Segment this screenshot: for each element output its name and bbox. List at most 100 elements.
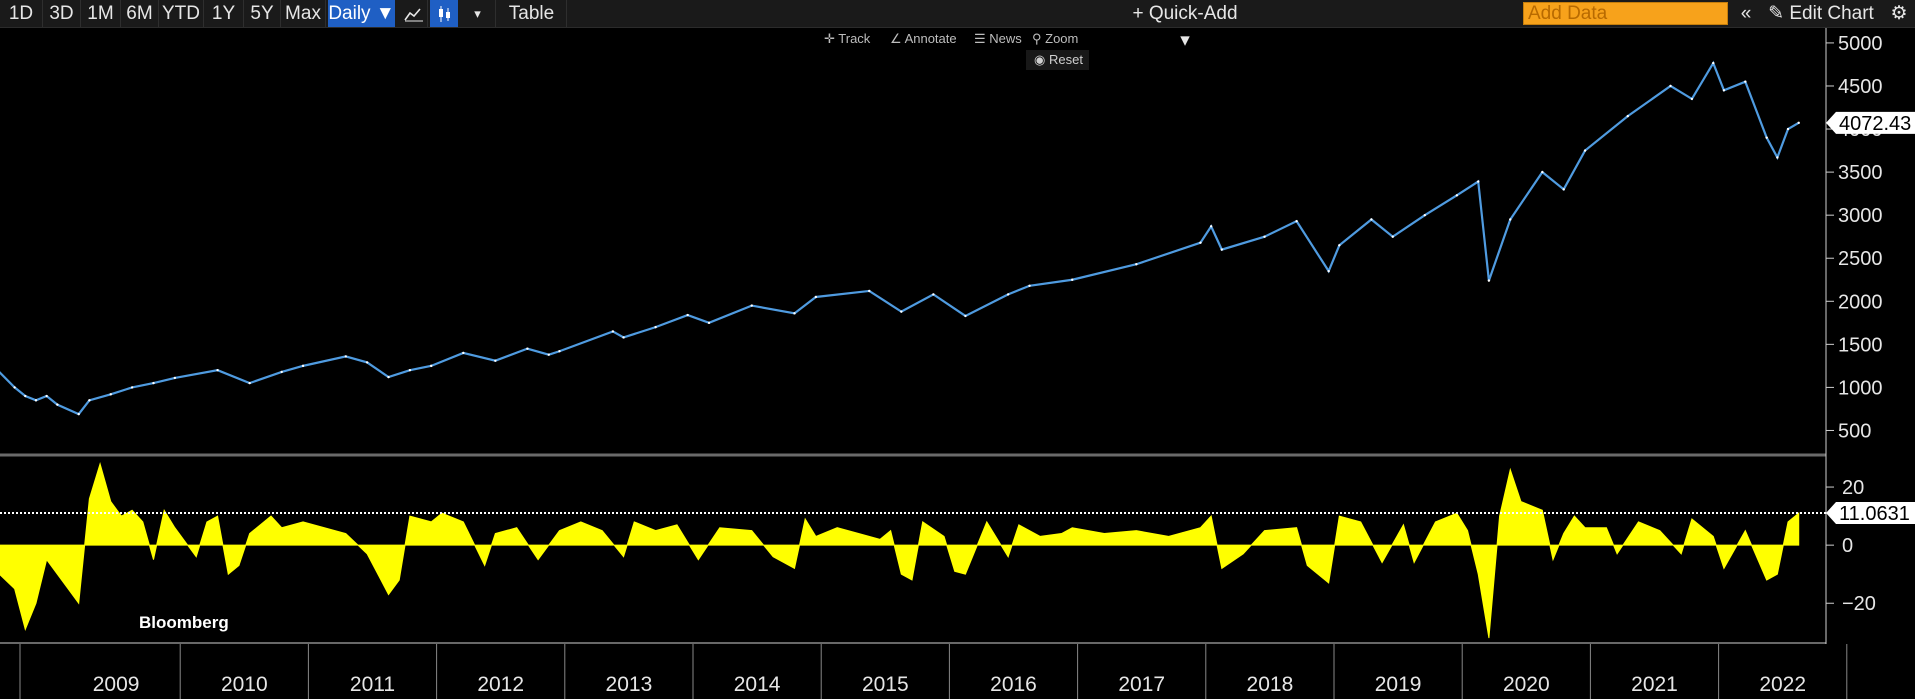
- add-data-input[interactable]: Add Data: [1523, 2, 1728, 25]
- price-point: [45, 394, 48, 398]
- price-point: [526, 347, 529, 350]
- indicator-last-badge: [1826, 502, 1915, 525]
- range-max-button[interactable]: Max: [281, 0, 326, 27]
- price-point: [109, 393, 112, 396]
- range-5y-button[interactable]: 5Y: [244, 0, 281, 27]
- range-6m-button[interactable]: 6M: [121, 0, 159, 27]
- price-point: [1199, 241, 1202, 244]
- reset-label: Reset: [1048, 52, 1083, 67]
- price-point: [344, 355, 347, 358]
- price-point: [1562, 188, 1565, 191]
- price-last-badge: [1826, 111, 1915, 134]
- price-point: [900, 310, 903, 313]
- price-series: [0, 60, 1800, 416]
- price-point: [13, 386, 16, 389]
- price-point: [24, 394, 27, 398]
- frequency-dropdown[interactable]: Daily ▼: [328, 0, 395, 27]
- price-point: [365, 361, 369, 364]
- x-tick-label: 2018: [1247, 673, 1294, 696]
- edit-chart-button[interactable]: ✎ Edit Chart: [1768, 3, 1874, 24]
- price-point: [1583, 149, 1587, 152]
- y-tick-label: 1000: [1838, 377, 1883, 399]
- annotate-tool[interactable]: ∠ Annotate: [890, 28, 957, 49]
- reset-button[interactable]: ◉ Reset: [1026, 50, 1089, 70]
- price-point: [707, 321, 711, 325]
- y-tick-label: 3000: [1838, 205, 1883, 227]
- price-point: [1487, 279, 1491, 282]
- collapse-icon[interactable]: «: [1740, 3, 1752, 24]
- price-point: [77, 412, 80, 416]
- y-tick-label: 4500: [1838, 76, 1883, 98]
- range-1d-button[interactable]: 1D: [0, 0, 43, 27]
- x-tick-label: 2009: [93, 673, 140, 696]
- y-tick-label: 2500: [1838, 248, 1883, 270]
- price-point: [1028, 284, 1031, 287]
- track-tool[interactable]: ✛ Track: [824, 28, 870, 49]
- price-point: [462, 351, 465, 355]
- indicator-y-tick-label: 20: [1842, 477, 1864, 499]
- price-point: [1370, 218, 1373, 221]
- price-point: [1541, 170, 1544, 174]
- price-point: [494, 359, 497, 362]
- chart-frame: [0, 28, 1827, 644]
- price-point: [280, 370, 283, 374]
- price-point: [1006, 293, 1010, 296]
- price-point: [964, 314, 967, 318]
- magnifier-icon: ⚲: [1032, 31, 1046, 46]
- zoom-label: Zoom: [1045, 31, 1079, 46]
- indicator-last-value: 11.0631: [1839, 503, 1910, 525]
- price-point: [1295, 219, 1298, 223]
- x-tick-label: 2016: [990, 673, 1037, 696]
- price-point: [1669, 84, 1672, 88]
- news-icon: ☰: [974, 31, 990, 46]
- line-chart-icon[interactable]: [400, 0, 428, 27]
- price-point: [1690, 97, 1694, 101]
- price-point: [1712, 61, 1715, 65]
- x-tick-label: 2015: [862, 673, 909, 696]
- price-point: [1765, 136, 1768, 139]
- x-tick-label: 2019: [1375, 673, 1422, 696]
- price-point: [430, 364, 433, 368]
- indicator-series: [0, 462, 1826, 639]
- price-point: [654, 325, 657, 329]
- x-tick-label: 2013: [606, 673, 653, 696]
- y-tick-label: 5000: [1838, 33, 1883, 55]
- crosshair-icon: ✛: [824, 31, 839, 46]
- price-point: [814, 295, 818, 299]
- price-point: [1327, 269, 1330, 273]
- range-ytd-button[interactable]: YTD: [159, 0, 204, 27]
- table-button[interactable]: Table: [497, 0, 567, 27]
- price-point: [56, 403, 59, 406]
- range-1y-button[interactable]: 1Y: [204, 0, 244, 27]
- price-point: [1220, 248, 1224, 251]
- y-tick-label: 1500: [1838, 334, 1883, 356]
- price-point: [1626, 114, 1629, 118]
- price-point: [387, 375, 390, 379]
- y-tick-label: 2000: [1838, 291, 1883, 313]
- price-point: [1744, 80, 1747, 83]
- quick-add-button[interactable]: + Quick-Add ▾: [1132, 3, 1238, 51]
- x-tick-label: 2014: [734, 673, 781, 696]
- chart-type-dropdown-icon[interactable]: ▾: [460, 0, 496, 27]
- range-1m-button[interactable]: 1M: [81, 0, 121, 27]
- price-point: [1263, 235, 1266, 238]
- zoom-tool[interactable]: ⚲ Zoom: [1032, 28, 1078, 49]
- price-point: [1209, 225, 1213, 228]
- price-point: [1391, 235, 1394, 238]
- x-tick-label: 2010: [221, 673, 268, 696]
- chart-toolbar: 1D 3D 1M 6M YTD 1Y 5Y Max Daily ▼ ▾ Tabl…: [0, 0, 1915, 51]
- news-tool[interactable]: ☰ News: [974, 28, 1022, 49]
- price-last-value: 4072.43: [1839, 113, 1911, 135]
- price-point: [1338, 244, 1341, 247]
- x-tick-label: 2020: [1503, 673, 1550, 696]
- price-point: [547, 353, 550, 356]
- price-point: [686, 313, 689, 317]
- x-tick-label: 2022: [1759, 673, 1806, 696]
- price-point: [88, 399, 91, 402]
- gear-icon[interactable]: ⚙: [1890, 3, 1908, 24]
- price-point: [793, 312, 796, 315]
- price-point: [216, 368, 219, 372]
- candlestick-icon[interactable]: [430, 0, 458, 27]
- range-3d-button[interactable]: 3D: [43, 0, 81, 27]
- price-point: [130, 386, 134, 389]
